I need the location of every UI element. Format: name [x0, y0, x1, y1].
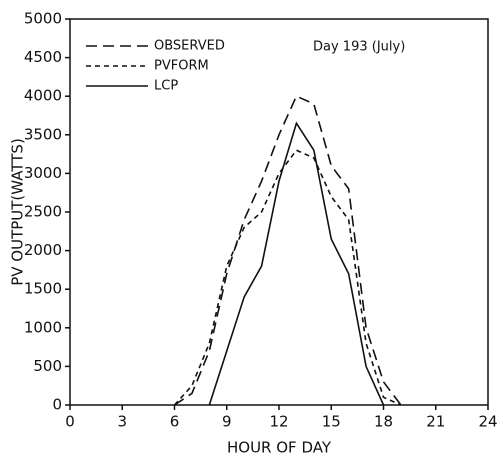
x-tick-label: 9	[222, 413, 232, 431]
y-tick-label: 4000	[24, 87, 62, 105]
legend-label: LCP	[154, 79, 178, 94]
y-tick-label: 3500	[24, 125, 62, 143]
y-tick-label: 3000	[24, 164, 62, 182]
series-line	[208, 121, 385, 406]
legend-label: PVFORM	[154, 59, 209, 74]
y-tick-label: 0	[52, 396, 62, 414]
series-line	[173, 149, 402, 406]
y-tick-label: 500	[33, 357, 62, 375]
legend-label: OBSERVED	[154, 39, 225, 54]
x-tick-label: 18	[374, 413, 393, 431]
x-axis-label: HOUR OF DAY	[227, 439, 332, 457]
y-tick-label: 5000	[24, 10, 62, 28]
y-tick-label: 2500	[24, 203, 62, 221]
plot-frame	[69, 18, 489, 406]
y-tick-label: 2000	[24, 241, 62, 259]
x-tick-label: 3	[117, 413, 127, 431]
x-tick-label: 15	[322, 413, 341, 431]
y-tick-label: 1500	[24, 280, 62, 298]
x-tick-label: 0	[65, 413, 75, 431]
y-tick-label: 1000	[24, 318, 62, 336]
series-line	[174, 95, 402, 406]
x-tick-label: 24	[478, 413, 497, 431]
x-tick-label: 12	[269, 413, 288, 431]
y-tick-label: 4500	[24, 48, 62, 66]
x-tick-label: 6	[170, 413, 180, 431]
annotation: Day 193 (July)	[313, 40, 405, 55]
x-tick-label: 21	[426, 413, 445, 431]
y-axis-label: PV OUTPUT(WATTS)	[9, 138, 27, 286]
